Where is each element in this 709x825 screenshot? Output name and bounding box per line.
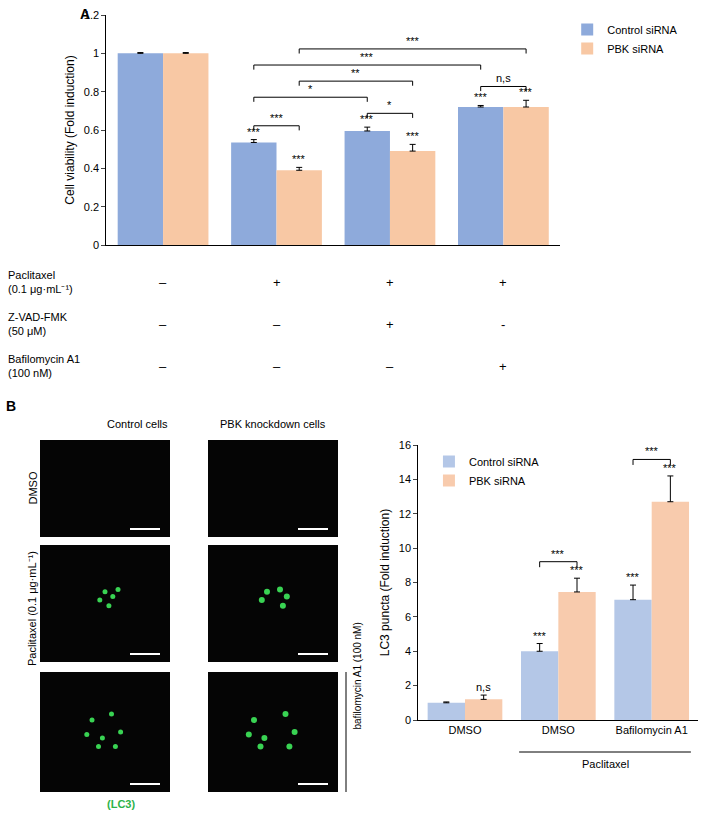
svg-text:Control siRNA: Control siRNA	[469, 456, 539, 468]
svg-text:***: ***	[360, 51, 374, 63]
svg-text:+: +	[386, 317, 394, 332]
svg-text:–: –	[386, 359, 394, 374]
svg-text:***: ***	[406, 35, 420, 47]
svg-text:2: 2	[405, 679, 411, 691]
svg-text:16: 16	[399, 439, 411, 451]
svg-text:***: ***	[663, 462, 677, 474]
svg-text:Bafilomycin A1(100 nM): Bafilomycin A1(100 nM)	[8, 353, 80, 379]
svg-text:–: –	[159, 275, 167, 290]
svg-text:Bafilomycin A1: Bafilomycin A1	[616, 724, 688, 736]
svg-text:0.6: 0.6	[84, 124, 99, 136]
svg-text:PBK siRNA: PBK siRNA	[607, 43, 664, 55]
svg-text:0.2: 0.2	[84, 201, 99, 213]
svg-text:–: –	[273, 317, 281, 332]
svg-text:Paclitaxel (0.1 μg·mL⁻¹): Paclitaxel (0.1 μg·mL⁻¹)	[26, 551, 38, 666]
svg-text:bafilomycin A1 (100 nM): bafilomycin A1 (100 nM)	[352, 622, 363, 729]
svg-text:n,s: n,s	[496, 72, 511, 84]
svg-text:***: ***	[626, 571, 640, 583]
svg-text:Paclitaxel(0.1 μg·mL⁻¹): Paclitaxel(0.1 μg·mL⁻¹)	[8, 269, 73, 295]
svg-text:+: +	[499, 359, 507, 374]
svg-text:LC3 puncta (Fold induction): LC3 puncta (Fold induction)	[378, 509, 392, 656]
svg-text:***: ***	[292, 153, 306, 165]
svg-text:Control cells: Control cells	[107, 418, 168, 430]
svg-text:**: **	[351, 67, 360, 79]
svg-text:Cell viability (Fold induction: Cell viability (Fold induction)	[63, 55, 77, 204]
svg-text:12: 12	[399, 508, 411, 520]
svg-text:–: –	[159, 359, 167, 374]
svg-text:PBK siRNA: PBK siRNA	[469, 475, 526, 487]
svg-text:***: ***	[519, 86, 533, 98]
svg-text:0: 0	[93, 239, 99, 251]
svg-text:8: 8	[405, 576, 411, 588]
svg-text:–: –	[159, 317, 167, 332]
svg-text:0.4: 0.4	[84, 162, 99, 174]
svg-text:***: ***	[533, 630, 547, 642]
svg-text:*: *	[308, 83, 313, 95]
svg-text:+: +	[273, 275, 281, 290]
svg-text:Z-VAD-FMK(50 μM): Z-VAD-FMK(50 μM)	[8, 311, 68, 337]
svg-text:***: ***	[645, 445, 659, 457]
svg-text:DMSO: DMSO	[27, 471, 39, 504]
svg-text:10: 10	[399, 542, 411, 554]
svg-text:4: 4	[405, 645, 411, 657]
svg-text:-: -	[501, 317, 505, 332]
svg-text:A: A	[80, 6, 90, 22]
svg-text:***: ***	[551, 548, 565, 560]
svg-text:DMSO: DMSO	[542, 724, 575, 736]
svg-text:0.8: 0.8	[84, 86, 99, 98]
svg-text:+: +	[499, 275, 507, 290]
svg-text:0: 0	[405, 714, 411, 726]
svg-text:14: 14	[399, 473, 411, 485]
svg-text:DMSO: DMSO	[448, 724, 481, 736]
svg-text:(LC3): (LC3)	[107, 798, 135, 810]
svg-text:***: ***	[360, 113, 374, 125]
svg-text:–: –	[273, 359, 281, 374]
svg-text:***: ***	[474, 91, 488, 103]
svg-text:1: 1	[93, 47, 99, 59]
svg-text:Paclitaxel: Paclitaxel	[582, 758, 629, 770]
svg-text:PBK knockdown cells: PBK knockdown cells	[220, 418, 326, 430]
svg-text:1.2: 1.2	[84, 9, 99, 21]
svg-text:B: B	[6, 398, 16, 414]
svg-text:***: ***	[406, 130, 420, 142]
svg-text:6: 6	[405, 611, 411, 623]
svg-text:*: *	[387, 99, 392, 111]
svg-text:n,s: n,s	[476, 681, 491, 693]
svg-text:***: ***	[247, 126, 261, 138]
svg-text:Control siRNA: Control siRNA	[607, 24, 677, 36]
svg-text:+: +	[386, 275, 394, 290]
svg-text:***: ***	[270, 112, 284, 124]
svg-text:***: ***	[570, 564, 584, 576]
